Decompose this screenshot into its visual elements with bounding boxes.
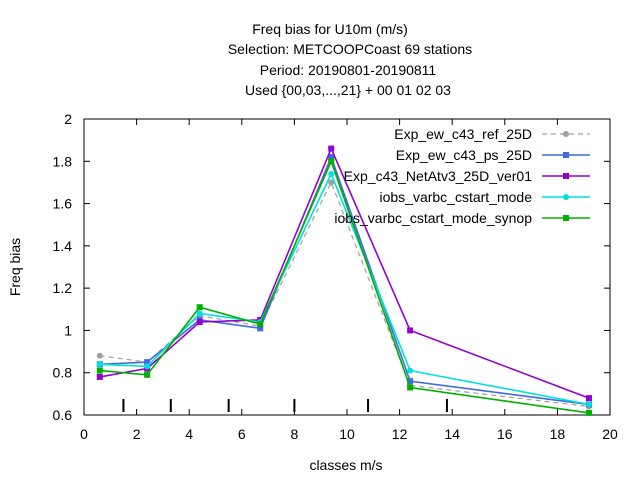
data-point <box>196 304 203 311</box>
data-point <box>563 131 569 137</box>
x-tick-label: 2 <box>133 426 141 442</box>
x-axis: 0 2 4 6 8 10 12 14 16 18 20 <box>80 119 618 442</box>
y-axis: 0.6 0.8 1 1.2 1.4 1.6 1.8 2 <box>53 111 610 423</box>
legend-label: iobs_varbc_cstart_mode_synop <box>334 210 532 226</box>
x-tick-label: 10 <box>339 426 355 442</box>
class-boundary-marks <box>122 399 448 412</box>
x-tick-label: 8 <box>291 426 299 442</box>
data-point <box>328 179 335 186</box>
series-5 <box>96 158 592 416</box>
y-tick-label: 1 <box>64 322 72 338</box>
data-point <box>196 310 203 317</box>
y-axis-label: Freq bias <box>7 238 23 296</box>
data-point <box>96 373 103 380</box>
legend-label: Exp_ew_c43_ps_25D <box>396 147 532 163</box>
legend-entry: iobs_varbc_cstart_mode_synop <box>334 210 590 226</box>
data-point <box>563 173 569 179</box>
x-tick-label: 14 <box>444 426 460 442</box>
data-point <box>563 152 569 158</box>
legend-label: iobs_varbc_cstart_mode <box>379 189 532 205</box>
data-point <box>585 401 592 408</box>
legend-entry: Exp_ew_c43_ps_25D <box>396 147 590 163</box>
x-tick-label: 6 <box>238 426 246 442</box>
x-tick-label: 20 <box>602 426 618 442</box>
y-tick-label: 1.8 <box>53 153 73 169</box>
data-point <box>257 325 264 332</box>
data-point <box>144 359 151 366</box>
y-tick-label: 1.2 <box>53 280 73 296</box>
data-point <box>328 154 335 161</box>
x-axis-label: classes m/s <box>309 457 382 473</box>
data-point <box>585 409 592 416</box>
y-tick-label: 0.6 <box>53 407 73 423</box>
data-point <box>257 321 264 328</box>
x-tick-label: 4 <box>185 426 193 442</box>
title-line-3: Period: 20190801-20190811 <box>260 62 437 78</box>
title-line-1: Freq bias for U10m (m/s) <box>252 21 408 37</box>
y-tick-label: 1.6 <box>53 196 73 212</box>
title-line-4: Used {00,03,...,21} + 00 01 02 03 <box>245 82 451 98</box>
data-point <box>563 215 569 221</box>
series-line <box>99 146 590 399</box>
data-point <box>407 327 414 334</box>
data-point <box>144 363 151 370</box>
data-point <box>407 384 414 391</box>
data-point <box>96 367 103 374</box>
data-point <box>328 170 335 177</box>
legend-entry: iobs_varbc_cstart_mode <box>379 189 590 205</box>
legend-entry: Exp_c43_NetAtv3_25D_ver01 <box>344 168 590 184</box>
data-point <box>96 361 103 368</box>
title-line-2: Selection: METCOOPCoast 69 stations <box>228 41 472 57</box>
data-point <box>96 352 103 359</box>
data-point <box>328 145 335 152</box>
legend-label: Exp_ew_c43_ref_25D <box>394 126 532 142</box>
legend-entry: Exp_ew_c43_ref_25D <box>394 126 590 142</box>
data-point <box>407 367 414 374</box>
x-tick-label: 16 <box>497 426 513 442</box>
y-tick-label: 1.4 <box>53 238 73 254</box>
data-point <box>563 194 569 200</box>
data-point <box>585 395 592 402</box>
data-point <box>328 158 335 165</box>
chart-title: Freq bias for U10m (m/s) Selection: METC… <box>228 21 472 98</box>
data-point <box>144 371 151 378</box>
x-tick-label: 0 <box>80 426 88 442</box>
data-point <box>407 378 414 385</box>
legend-label: Exp_c43_NetAtv3_25D_ver01 <box>344 168 533 184</box>
series-layer <box>96 145 592 416</box>
legend: Exp_ew_c43_ref_25D Exp_ew_c43_ps_25D Exp_c… <box>334 126 590 226</box>
x-tick-label: 12 <box>392 426 408 442</box>
y-tick-label: 2 <box>64 111 72 127</box>
data-point <box>196 318 203 325</box>
y-tick-label: 0.8 <box>53 365 73 381</box>
plot-frame <box>83 118 611 416</box>
x-tick-label: 18 <box>550 426 566 442</box>
